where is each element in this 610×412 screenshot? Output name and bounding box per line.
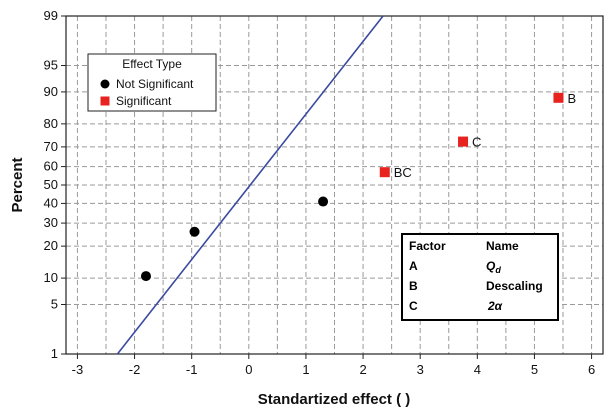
x-tick-label: 4 (474, 362, 481, 377)
x-axis-ticks: -3 -2 -1 0 1 2 3 4 5 6 (72, 354, 595, 377)
legend-marker-not-significant (100, 79, 110, 89)
point-not-significant (189, 226, 200, 237)
point-label: BC (394, 165, 412, 180)
y-tick-label: 95 (44, 58, 58, 73)
y-axis-ticks: 1 5 10 20 30 40 50 60 70 80 90 95 99 (44, 8, 66, 361)
y-tick-label: 60 (44, 159, 58, 174)
y-tick-label: 10 (44, 270, 58, 285)
legend-entry-significant: Significant (116, 94, 172, 108)
factor-b: B (409, 279, 418, 293)
point-significant (379, 167, 390, 178)
x-tick-label: -2 (129, 362, 141, 377)
y-tick-label: 99 (44, 8, 58, 23)
y-tick-label: 80 (44, 116, 58, 131)
legend-entry-not-significant: Not Significant (116, 77, 194, 91)
y-axis-label: Percent (9, 157, 26, 212)
name-header: Name (486, 239, 519, 253)
reference-line (116, 15, 384, 355)
x-tick-label: 0 (245, 362, 252, 377)
point-significant (553, 92, 564, 103)
factor-table-box (401, 233, 559, 321)
factor-table: Factor Name A Qd B Descaling C 2α (401, 233, 559, 321)
x-tick-label: 2 (359, 362, 366, 377)
legend-marker-significant (100, 96, 110, 106)
factor-a-name: Qd (486, 259, 501, 275)
factor-c: C (409, 299, 418, 313)
y-tick-label: 1 (51, 346, 58, 361)
point-label: B (567, 91, 576, 106)
factor-b-name: Descaling (486, 279, 543, 293)
y-tick-label: 70 (44, 139, 58, 154)
x-tick-label: 5 (531, 362, 538, 377)
data-points: BC C B (140, 91, 576, 282)
point-label: C (472, 135, 481, 150)
point-not-significant (140, 271, 151, 282)
factor-a: A (409, 259, 418, 273)
legend-title: Effect Type (122, 57, 182, 71)
x-tick-label: -1 (186, 362, 198, 377)
y-tick-label: 90 (44, 84, 58, 99)
y-tick-label: 20 (44, 238, 58, 253)
factor-c-name: 2α (487, 299, 503, 313)
y-tick-label: 50 (44, 177, 58, 192)
legend: Effect Type Not Significant Significant (87, 53, 217, 112)
legend-box (87, 53, 217, 112)
x-axis-label: Standartized effect ( ) (258, 391, 411, 408)
y-tick-label: 5 (51, 296, 58, 311)
point-not-significant (318, 196, 329, 207)
x-tick-label: 1 (302, 362, 309, 377)
reference-line-segment (116, 15, 384, 355)
x-tick-label: -3 (72, 362, 84, 377)
factor-header: Factor (409, 239, 446, 253)
x-tick-label: 3 (417, 362, 424, 377)
y-tick-label: 30 (44, 215, 58, 230)
y-tick-label: 40 (44, 195, 58, 210)
point-significant (458, 136, 469, 147)
x-tick-label: 6 (588, 362, 595, 377)
